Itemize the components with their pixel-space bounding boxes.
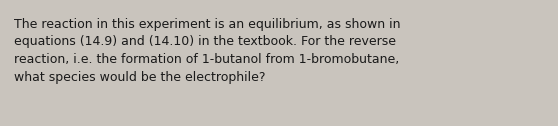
Text: The reaction in this experiment is an equilibrium, as shown in
equations (14.9) : The reaction in this experiment is an eq… [14, 18, 401, 84]
